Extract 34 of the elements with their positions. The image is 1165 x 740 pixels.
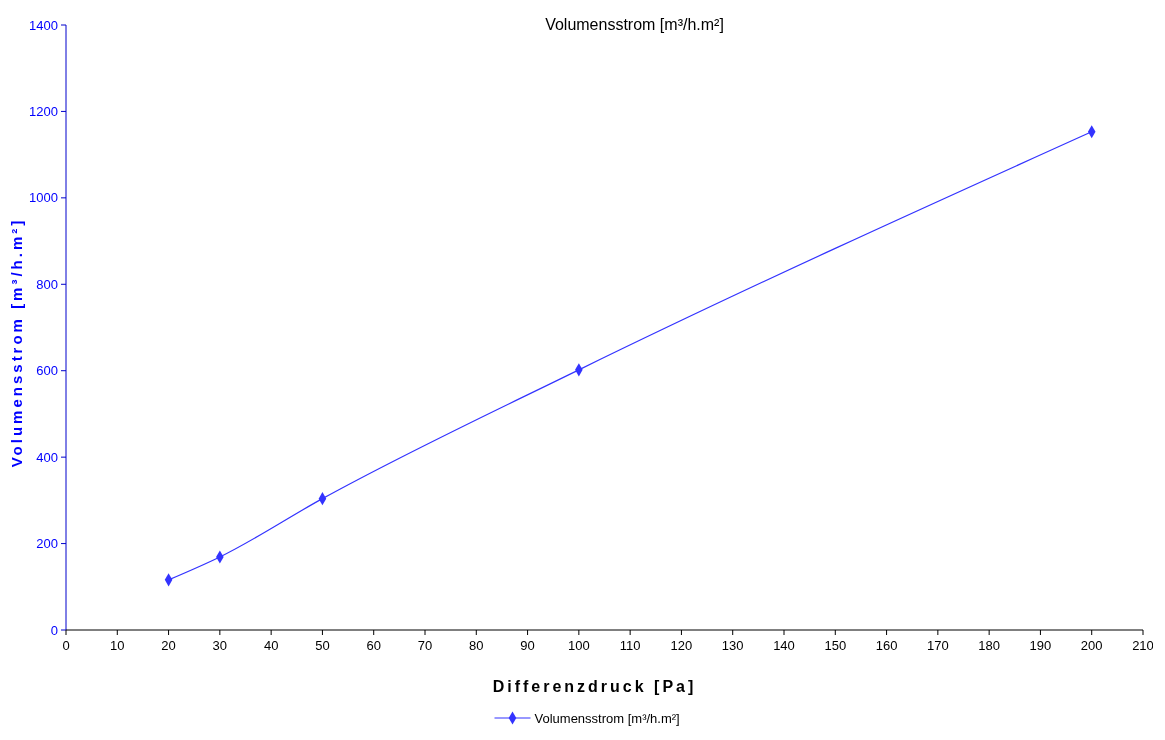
x-tick-label: 180 [978, 638, 1000, 653]
x-tick-label: 60 [366, 638, 381, 653]
x-tick-label: 210 [1132, 638, 1154, 653]
y-tick-label: 1000 [29, 190, 58, 206]
x-tick-label: 130 [721, 638, 744, 653]
x-tick-label: 80 [469, 638, 484, 653]
x-tick-label: 200 [1080, 638, 1103, 653]
y-axis-title: Volumensstrom [m³/h.m²] [8, 217, 25, 468]
x-tick-label: 90 [520, 638, 535, 653]
y-tick-label: 1400 [29, 17, 58, 33]
x-tick-label: 70 [417, 638, 433, 653]
x-tick-label: 10 [110, 638, 125, 653]
chart-title: Volumensstrom [m³/h.m²] [545, 16, 724, 33]
x-tick-label: 0 [62, 638, 70, 653]
y-tick-label: 200 [36, 536, 58, 552]
y-tick-label: 1200 [29, 103, 58, 119]
x-tick-label: 100 [568, 638, 590, 653]
x-tick-label: 140 [773, 638, 795, 653]
x-tick-label: 20 [161, 638, 176, 653]
legend-label: Volumensstrom [m³/h.m²] [534, 710, 680, 726]
x-tick-label: 160 [875, 638, 898, 653]
x-tick-label: 40 [263, 638, 279, 653]
y-tick-label: 600 [36, 363, 58, 379]
y-tick-label: 400 [36, 449, 58, 465]
x-tick-label: 110 [619, 638, 641, 653]
y-tick-label: 800 [36, 276, 58, 292]
x-axis-title: Differenzdruck [Pa] [492, 678, 697, 695]
x-tick-label: 170 [927, 638, 949, 653]
x-tick-label: 50 [315, 638, 330, 653]
x-tick-label: 30 [212, 638, 228, 653]
x-tick-label: 120 [670, 638, 693, 653]
x-tick-label: 150 [824, 638, 847, 653]
x-tick-label: 190 [1029, 638, 1052, 653]
y-tick-label: 0 [50, 622, 58, 638]
